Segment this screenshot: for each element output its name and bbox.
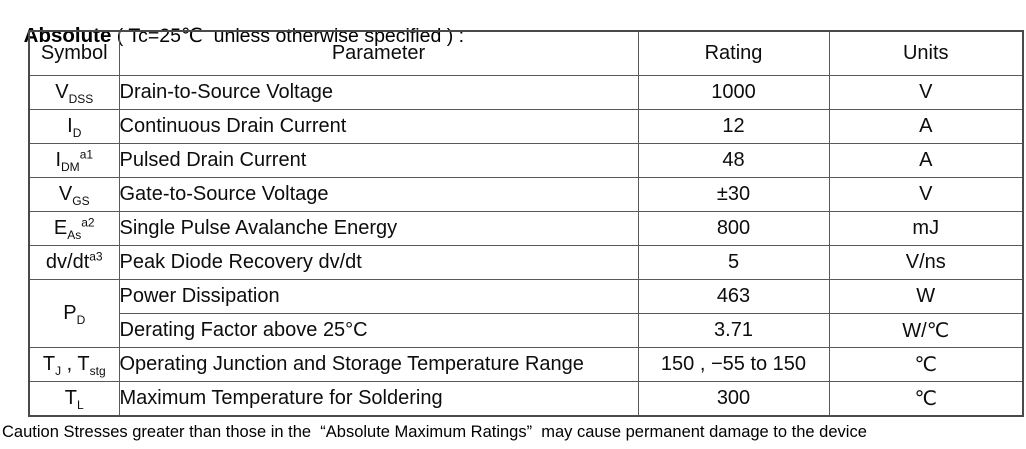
parameter-cell: Gate-to-Source Voltage	[118, 177, 639, 212]
symbol-cell: TJ , Tstg	[28, 347, 120, 382]
rating-cell: ±30	[637, 177, 830, 212]
rating-cell: 5	[637, 245, 830, 280]
header-row: Symbol Parameter Rating Units	[28, 30, 1024, 76]
table-row-id: ID Continuous Drain Current 12 A	[28, 109, 1024, 144]
table-row-tj-tstg: TJ , Tstg Operating Junction and Storage…	[28, 347, 1024, 382]
rating-cell: 48	[637, 143, 830, 178]
parameter-cell: Single Pulse Avalanche Energy	[118, 211, 639, 246]
parameter-cell: Maximum Temperature for Soldering	[118, 381, 639, 417]
parameter-cell: Pulsed Drain Current	[118, 143, 639, 178]
header-symbol: Symbol	[28, 30, 120, 76]
symbol-cell: PD	[28, 279, 120, 348]
symbol-cell: ID	[28, 109, 120, 144]
rating-cell: 1000	[637, 75, 830, 110]
units-cell: V	[828, 177, 1024, 212]
rating-cell: 150 , −55 to 150	[637, 347, 830, 382]
table-row-eas: EAsa2 Single Pulse Avalanche Energy 800 …	[28, 211, 1024, 246]
units-cell: V	[828, 75, 1024, 110]
caution-note: Caution Stresses greater than those in t…	[2, 423, 867, 441]
symbol-cell: dv/dta3	[28, 245, 120, 280]
symbol-cell: IDMa1	[28, 143, 120, 178]
parameter-cell: Operating Junction and Storage Temperatu…	[118, 347, 639, 382]
header-units: Units	[828, 30, 1024, 76]
units-cell: W	[828, 279, 1024, 314]
table-row-pd-dissipation: PD Power Dissipation 463 W	[28, 279, 1024, 348]
symbol-cell: EAsa2	[28, 211, 120, 246]
rating-cell: 12	[637, 109, 830, 144]
table-row-tl: TL Maximum Temperature for Soldering 300…	[28, 381, 1024, 417]
units-cell: mJ	[828, 211, 1024, 246]
parameter-cell: Peak Diode Recovery dv/dt	[118, 245, 639, 280]
table-row-vdss: VDSS Drain-to-Source Voltage 1000 V	[28, 75, 1024, 110]
symbol-cell: VDSS	[28, 75, 120, 110]
parameter-cell: Derating Factor above 25°C	[118, 313, 639, 348]
table-row-pd-derating: Derating Factor above 25°C 3.71 W/℃	[29, 313, 1024, 348]
table-row-dvdt: dv/dta3 Peak Diode Recovery dv/dt 5 V/ns	[28, 245, 1024, 280]
units-cell: ℃	[828, 347, 1024, 382]
units-cell: A	[828, 109, 1024, 144]
symbol-cell: TL	[28, 381, 120, 417]
parameter-cell: Power Dissipation	[118, 279, 639, 314]
table-row-idm: IDMa1 Pulsed Drain Current 48 A	[28, 143, 1024, 178]
units-cell: W/℃	[828, 313, 1024, 348]
parameter-cell: Continuous Drain Current	[118, 109, 639, 144]
rating-cell: 3.71	[637, 313, 830, 348]
parameter-cell: Drain-to-Source Voltage	[118, 75, 639, 110]
rating-cell: 300	[637, 381, 830, 417]
units-cell: ℃	[828, 381, 1024, 417]
table-row-vgs: VGS Gate-to-Source Voltage ±30 V	[28, 177, 1024, 212]
header-rating: Rating	[637, 30, 830, 76]
symbol-cell: VGS	[28, 177, 120, 212]
absolute-maximum-ratings-table: Symbol Parameter Rating Units VDSS Drain…	[28, 30, 1024, 417]
rating-cell: 463	[637, 279, 830, 314]
rating-cell: 800	[637, 211, 830, 246]
units-cell: A	[828, 143, 1024, 178]
units-cell: V/ns	[828, 245, 1024, 280]
header-parameter: Parameter	[118, 30, 639, 76]
